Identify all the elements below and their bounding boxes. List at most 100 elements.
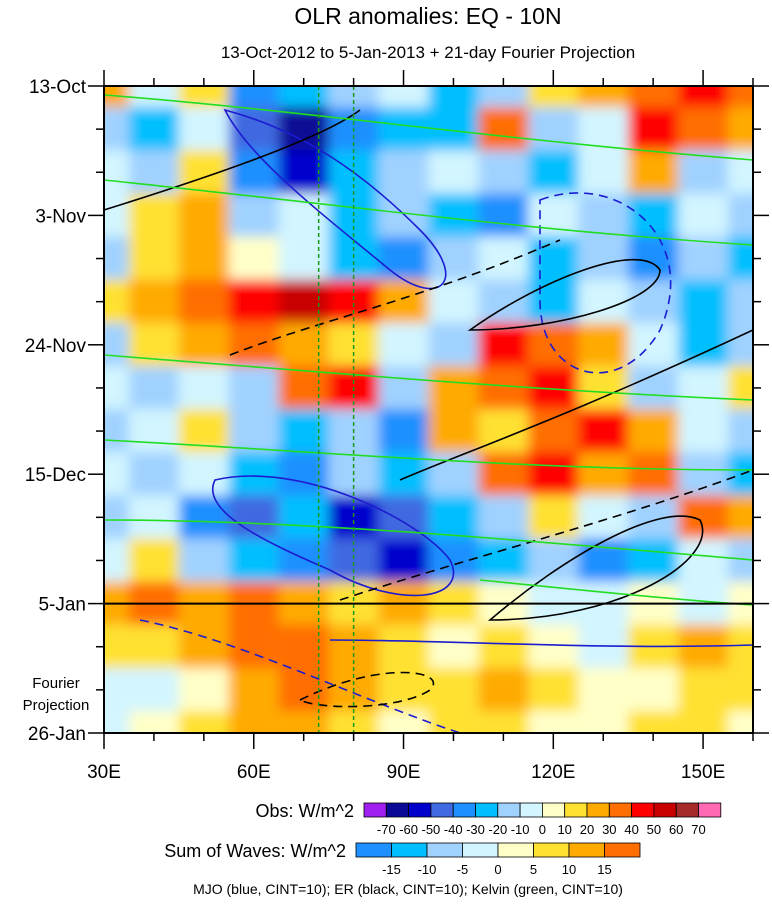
olr-cell: [678, 86, 729, 108]
colorbar-tick-label: -60: [399, 822, 418, 837]
olr-cell: [104, 495, 129, 540]
er-contour: [487, 515, 704, 621]
mjo-contour: [539, 192, 672, 374]
mjo-contour: [329, 639, 753, 648]
colorbar-tick-label: 0: [494, 862, 501, 877]
olr-cell: [128, 409, 179, 454]
colorbar-box: [462, 842, 499, 858]
colorbar-box: [586, 802, 610, 818]
colorbar-tick-label: -5: [457, 862, 469, 877]
colorbar-label: Sum of Waves: W/m^2: [164, 841, 346, 861]
olr-cell: [128, 193, 179, 238]
colorbar-tick-label: 30: [602, 822, 616, 837]
olr-cell: [578, 495, 629, 540]
olr-cell: [628, 150, 679, 195]
olr-cell: [278, 409, 329, 454]
olr-cell: [278, 624, 329, 669]
kelvin-contour: [104, 354, 753, 401]
colorbar-tick-label: 10: [557, 822, 571, 837]
colorbar-box: [533, 842, 570, 858]
olr-cell: [578, 236, 629, 281]
olr-cell: [478, 150, 529, 195]
olr-cell: [178, 107, 229, 152]
olr-cell: [728, 409, 753, 454]
y-tick-label: 24-Nov: [25, 336, 87, 357]
olr-cell: [678, 365, 729, 410]
olr-cell: [528, 667, 579, 712]
olr-cell: [528, 409, 579, 454]
colorbar-box: [568, 842, 605, 858]
olr-cell: [678, 279, 729, 324]
olr-cell: [728, 667, 753, 712]
olr-cell: [578, 711, 629, 733]
olr-cell: [478, 452, 529, 497]
kelvin-contour: [104, 439, 753, 471]
olr-cell: [178, 495, 229, 540]
er-contour: [104, 109, 361, 211]
olr-cell: [278, 279, 329, 324]
olr-cell: [428, 495, 479, 540]
y-tick-label: 5-Jan: [38, 595, 86, 616]
olr-cell: [128, 624, 179, 669]
colorbar-box: [426, 842, 463, 858]
olr-cell: [428, 711, 479, 733]
colorbar-tick-label: 5: [530, 862, 537, 877]
olr-cell: [328, 538, 379, 583]
olr-cell: [428, 279, 479, 324]
olr-cell: [378, 279, 429, 324]
olr-cell: [578, 107, 629, 152]
olr-cell: [578, 193, 629, 238]
olr-cell: [228, 624, 279, 669]
olr-cell: [178, 236, 229, 281]
olr-cell: [728, 86, 753, 108]
colorbar-box: [452, 802, 476, 818]
y-tick-label: 3-Nov: [35, 206, 86, 227]
olr-cell: [228, 495, 279, 540]
chart-subtitle: 13-Oct-2012 to 5-Jan-2013 + 21-day Fouri…: [221, 43, 635, 62]
olr-cell: [378, 107, 429, 152]
olr-cell: [228, 193, 279, 238]
olr-cell: [428, 86, 479, 108]
kelvin-contour: [104, 519, 753, 561]
colorbar-box: [363, 802, 387, 818]
olr-cell: [728, 150, 753, 195]
olr-cell: [104, 107, 129, 152]
olr-cell: [228, 86, 279, 108]
olr-cell: [728, 107, 753, 152]
colorbar-box: [408, 802, 432, 818]
olr-cell: [178, 667, 229, 712]
olr-cell: [578, 667, 629, 712]
colorbar-tick-label: -70: [377, 822, 396, 837]
waves-colorbar: Sum of Waves: W/m^2 -15 -10 -5 0 5 10 15: [164, 841, 641, 877]
mjo-contour: [139, 619, 461, 733]
olr-cell: [178, 452, 229, 497]
er-contour: [229, 239, 561, 356]
colorbar-tick-label: 40: [624, 822, 638, 837]
olr-cell: [378, 322, 429, 367]
olr-cell: [228, 279, 279, 324]
olr-cell: [728, 193, 753, 238]
colorbar-box: [475, 802, 499, 818]
olr-cell: [528, 452, 579, 497]
olr-cell: [628, 452, 679, 497]
olr-cell: [728, 279, 753, 324]
olr-cell: [228, 667, 279, 712]
olr-cell: [428, 150, 479, 195]
olr-cell: [678, 538, 729, 583]
olr-cell: [104, 365, 129, 410]
olr-cell: [104, 193, 129, 238]
olr-cell: [128, 86, 179, 108]
colorbar-tick-label: 20: [580, 822, 594, 837]
olr-cell: [328, 279, 379, 324]
colorbar-tick-label: -10: [418, 862, 437, 877]
olr-cell: [378, 409, 429, 454]
olr-cell: [628, 365, 679, 410]
olr-cell: [278, 711, 329, 733]
kelvin-contour: [104, 179, 753, 246]
colorbar-box: [497, 802, 521, 818]
olr-cell: [378, 538, 429, 583]
olr-cell: [128, 495, 179, 540]
olr-cell: [104, 409, 129, 454]
olr-cell: [128, 538, 179, 583]
olr-cell: [228, 538, 279, 583]
